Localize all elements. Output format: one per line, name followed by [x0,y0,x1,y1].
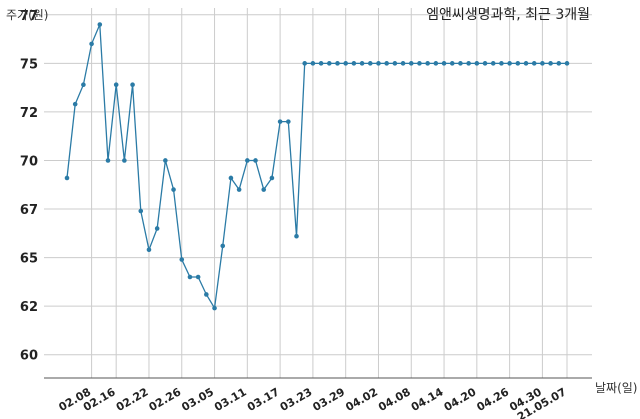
x-tick-label: 03.05 [179,385,216,414]
data-point [236,187,242,192]
data-point [105,158,111,163]
y-tick-label: 75 [20,57,38,72]
data-point [204,292,209,297]
data-point [474,61,480,66]
data-point [163,158,168,163]
data-point [113,82,119,88]
y-axis-label: 주가(원) [6,8,48,22]
data-point [449,61,455,66]
data-point [335,61,340,66]
data-point [507,61,512,66]
x-tick-label: 04.08 [376,385,413,414]
x-ticks: 02.0802.1602.2202.2603.0503.1103.1703.23… [56,385,568,419]
y-tick-label: 72 [20,106,38,121]
grid [44,8,592,378]
data-point [228,175,234,181]
data-point [482,61,488,66]
data-point [351,61,357,66]
data-point [400,61,406,66]
data-point [277,119,283,124]
x-tick-label: 02.22 [114,385,151,414]
data-point [441,61,447,66]
data-point [81,82,86,88]
data-point [122,158,127,163]
data-point [408,61,414,66]
data-point [286,119,291,124]
data-point [138,208,144,214]
data-points [64,22,570,311]
data-point [261,187,267,192]
data-point [490,61,496,66]
data-point [433,61,439,66]
data-point [531,61,537,66]
data-point [130,82,135,88]
data-point [318,61,324,66]
data-point [146,247,152,253]
data-point [367,61,373,66]
data-point [466,61,471,66]
y-tick-label: 65 [20,252,38,267]
data-point [253,158,258,163]
x-tick-label: 03.11 [212,385,249,414]
data-point [359,61,365,66]
x-axis-label: 날짜(일) [595,381,637,395]
data-point [97,22,103,27]
x-tick-label: 04.02 [343,385,380,414]
data-point [392,61,398,66]
data-point [458,61,463,66]
y-tick-label: 70 [20,154,38,169]
y-tick-label: 77 [20,9,38,24]
y-ticks: 60 62 65 67 70 72 75 77 [20,9,38,364]
data-point [515,61,521,66]
data-point [523,61,529,66]
data-point [384,61,389,66]
data-point [343,61,348,66]
x-tick-label: 02.26 [147,385,184,414]
y-tick-label: 62 [20,300,38,315]
x-tick-label: 03.29 [311,385,348,414]
data-point [302,61,308,66]
data-point [212,305,217,311]
data-point [556,61,562,66]
data-point [195,274,201,280]
data-point [564,61,570,66]
x-tick-label: 04.20 [442,385,479,414]
price-line [66,24,567,311]
data-point [310,61,316,66]
chart-title: 엠앤씨생명과학, 최근 3개월 [426,7,590,23]
data-point [376,61,381,66]
data-point [417,61,422,66]
y-tick-label: 60 [20,349,38,364]
data-point [89,41,94,47]
data-point [187,274,193,280]
data-point [269,175,275,181]
x-tick-label: 04.26 [474,385,511,414]
data-point [294,233,299,239]
data-point [548,61,553,66]
data-point [326,61,332,66]
data-point [179,257,185,262]
data-point [220,243,226,249]
data-point [154,226,160,231]
x-tick-label: 04.14 [409,385,446,414]
x-tick-label: 03.17 [245,385,282,414]
data-point [72,101,78,107]
x-tick-label: 03.23 [278,385,315,414]
data-point [64,175,70,181]
data-point [171,187,176,192]
data-point [425,61,430,66]
data-point [499,61,504,66]
data-point [540,61,545,66]
data-point [245,158,250,163]
y-tick-label: 67 [20,203,38,218]
